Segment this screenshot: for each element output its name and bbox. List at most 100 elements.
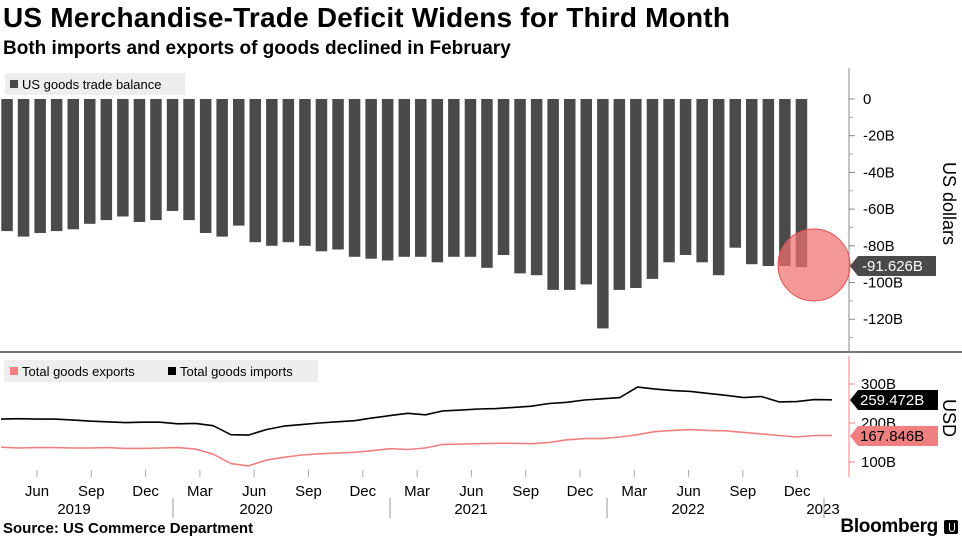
bottom-y-axis-title: USD bbox=[939, 399, 959, 437]
legend-label-balance: US goods trade balance bbox=[22, 77, 161, 92]
brand-terminal-icon bbox=[944, 520, 958, 534]
bar-2019-12 bbox=[166, 99, 179, 211]
bar-2022-04 bbox=[630, 99, 642, 288]
bar-2021-06 bbox=[464, 99, 477, 257]
bar-2019-02 bbox=[1, 99, 13, 232]
brand-name: Bloomberg bbox=[840, 516, 938, 537]
bar-2021-08 bbox=[497, 99, 510, 255]
bar-2019-06 bbox=[67, 99, 79, 230]
bar-2022-07 bbox=[679, 99, 692, 255]
exports-line bbox=[0, 428, 832, 467]
bar-2022-10 bbox=[729, 99, 741, 248]
legend-bottom: Total goods exports Total goods imports bbox=[4, 360, 318, 382]
bar-2019-07 bbox=[84, 99, 96, 224]
bar-2021-09 bbox=[514, 99, 526, 274]
legend-top-bg bbox=[5, 73, 185, 95]
imports-callout-bg bbox=[850, 390, 938, 410]
bar-2020-06 bbox=[266, 99, 278, 246]
top-y-tick-label: -120B bbox=[863, 311, 903, 328]
bar-2021-02 bbox=[398, 99, 410, 257]
x-tick-label-month: Sep bbox=[512, 483, 539, 500]
x-tick-label-month: Jun bbox=[25, 483, 49, 500]
legend-swatch-imports bbox=[168, 367, 176, 375]
legend-label-imports: Total goods imports bbox=[180, 364, 293, 379]
bar-2020-04 bbox=[233, 99, 245, 226]
bar-2023-02 bbox=[795, 99, 808, 268]
x-tick-label-year: 2021 bbox=[454, 501, 487, 518]
top-y-tick-label: -20B bbox=[863, 128, 895, 145]
bar-2019-04 bbox=[34, 99, 46, 233]
bar-2020-07 bbox=[282, 99, 295, 243]
imports-callout-label: 259.472B bbox=[860, 392, 924, 409]
bar-2021-01 bbox=[381, 99, 394, 261]
bar-2020-02 bbox=[199, 99, 212, 233]
x-tick-label-month: Mar bbox=[621, 483, 647, 500]
x-tick-label-month: Sep bbox=[295, 483, 322, 500]
x-tick-label-month: Dec bbox=[567, 483, 594, 500]
x-tick-label-month: Mar bbox=[404, 483, 430, 500]
balance-callout-label: -91.626B bbox=[862, 258, 923, 275]
x-tick-label-month: Dec bbox=[349, 483, 376, 500]
source-note: Source: US Commerce Department bbox=[3, 520, 254, 537]
bar-2020-10 bbox=[332, 99, 344, 250]
chart-subtitle: Both imports and exports of goods declin… bbox=[3, 38, 511, 59]
x-tick-label-month: Dec bbox=[132, 483, 159, 500]
bar-2020-01 bbox=[183, 99, 195, 221]
bar-2020-08 bbox=[299, 99, 311, 246]
bar-2022-06 bbox=[663, 99, 675, 263]
x-tick-label-month: Jun bbox=[242, 483, 266, 500]
legend-label-exports: Total goods exports bbox=[22, 364, 135, 379]
top-y-tick-label: -80B bbox=[863, 238, 895, 255]
imports-callout: 259.472B bbox=[850, 390, 938, 410]
legend-swatch-exports bbox=[10, 367, 18, 375]
x-tick-label-month: Sep bbox=[78, 483, 105, 500]
x-tick-label-month: Mar bbox=[187, 483, 213, 500]
bar-2022-03 bbox=[613, 99, 626, 290]
brand-logo: Bloomberg bbox=[840, 516, 958, 538]
x-tick-label-month: Dec bbox=[784, 483, 811, 500]
legend-top: US goods trade balance bbox=[5, 73, 185, 95]
bar-2021-05 bbox=[448, 99, 460, 257]
bar-2022-11 bbox=[746, 99, 758, 265]
x-tick-label-year: 2020 bbox=[239, 501, 272, 518]
x-tick-label-month: Jun bbox=[459, 483, 483, 500]
top-y-tick-label: -60B bbox=[863, 201, 895, 218]
x-tick-label-year: 2022 bbox=[671, 501, 704, 518]
bar-2022-12 bbox=[762, 99, 775, 266]
top-y-tick-label: -40B bbox=[863, 164, 895, 181]
x-tick-label-month: Sep bbox=[730, 483, 757, 500]
bar-2021-10 bbox=[530, 99, 543, 276]
bar-2020-03 bbox=[216, 99, 228, 237]
bar-2020-12 bbox=[365, 99, 377, 259]
exports-callout-label: 167.846B bbox=[860, 428, 924, 445]
legend-bottom-bg bbox=[4, 360, 318, 382]
bar-2021-03 bbox=[415, 99, 427, 257]
top-y-tick-label: -100B bbox=[863, 275, 903, 292]
bar-2021-12 bbox=[564, 99, 576, 290]
exports-callout-bg bbox=[850, 426, 938, 446]
bar-2023-01 bbox=[779, 99, 791, 266]
bar-2022-02 bbox=[597, 99, 609, 329]
bottom-y-tick-label: 300B bbox=[861, 376, 896, 393]
bar-2019-03 bbox=[17, 99, 30, 237]
x-tick-label-year: 2023 bbox=[806, 501, 839, 518]
bar-2021-07 bbox=[481, 99, 493, 268]
bar-2019-08 bbox=[100, 99, 113, 221]
x-tick-label-year: 2019 bbox=[57, 501, 90, 518]
bottom-y-tick-label: 100B bbox=[861, 454, 896, 471]
bar-2019-05 bbox=[50, 99, 63, 232]
bar-2020-11 bbox=[348, 99, 361, 257]
bar-2019-11 bbox=[150, 99, 162, 221]
bar-2020-09 bbox=[315, 99, 328, 252]
bar-2019-10 bbox=[133, 99, 146, 222]
balance-callout: -91.626B bbox=[850, 256, 936, 276]
x-tick-label-month: Jun bbox=[677, 483, 701, 500]
bar-2022-01 bbox=[580, 99, 592, 285]
bar-2022-05 bbox=[646, 99, 659, 279]
imports-line bbox=[0, 386, 833, 436]
highlight-circle bbox=[777, 228, 851, 302]
exports-callout: 167.846B bbox=[850, 426, 938, 446]
balance-callout-bg bbox=[850, 256, 936, 276]
bar-2022-08 bbox=[696, 99, 708, 263]
